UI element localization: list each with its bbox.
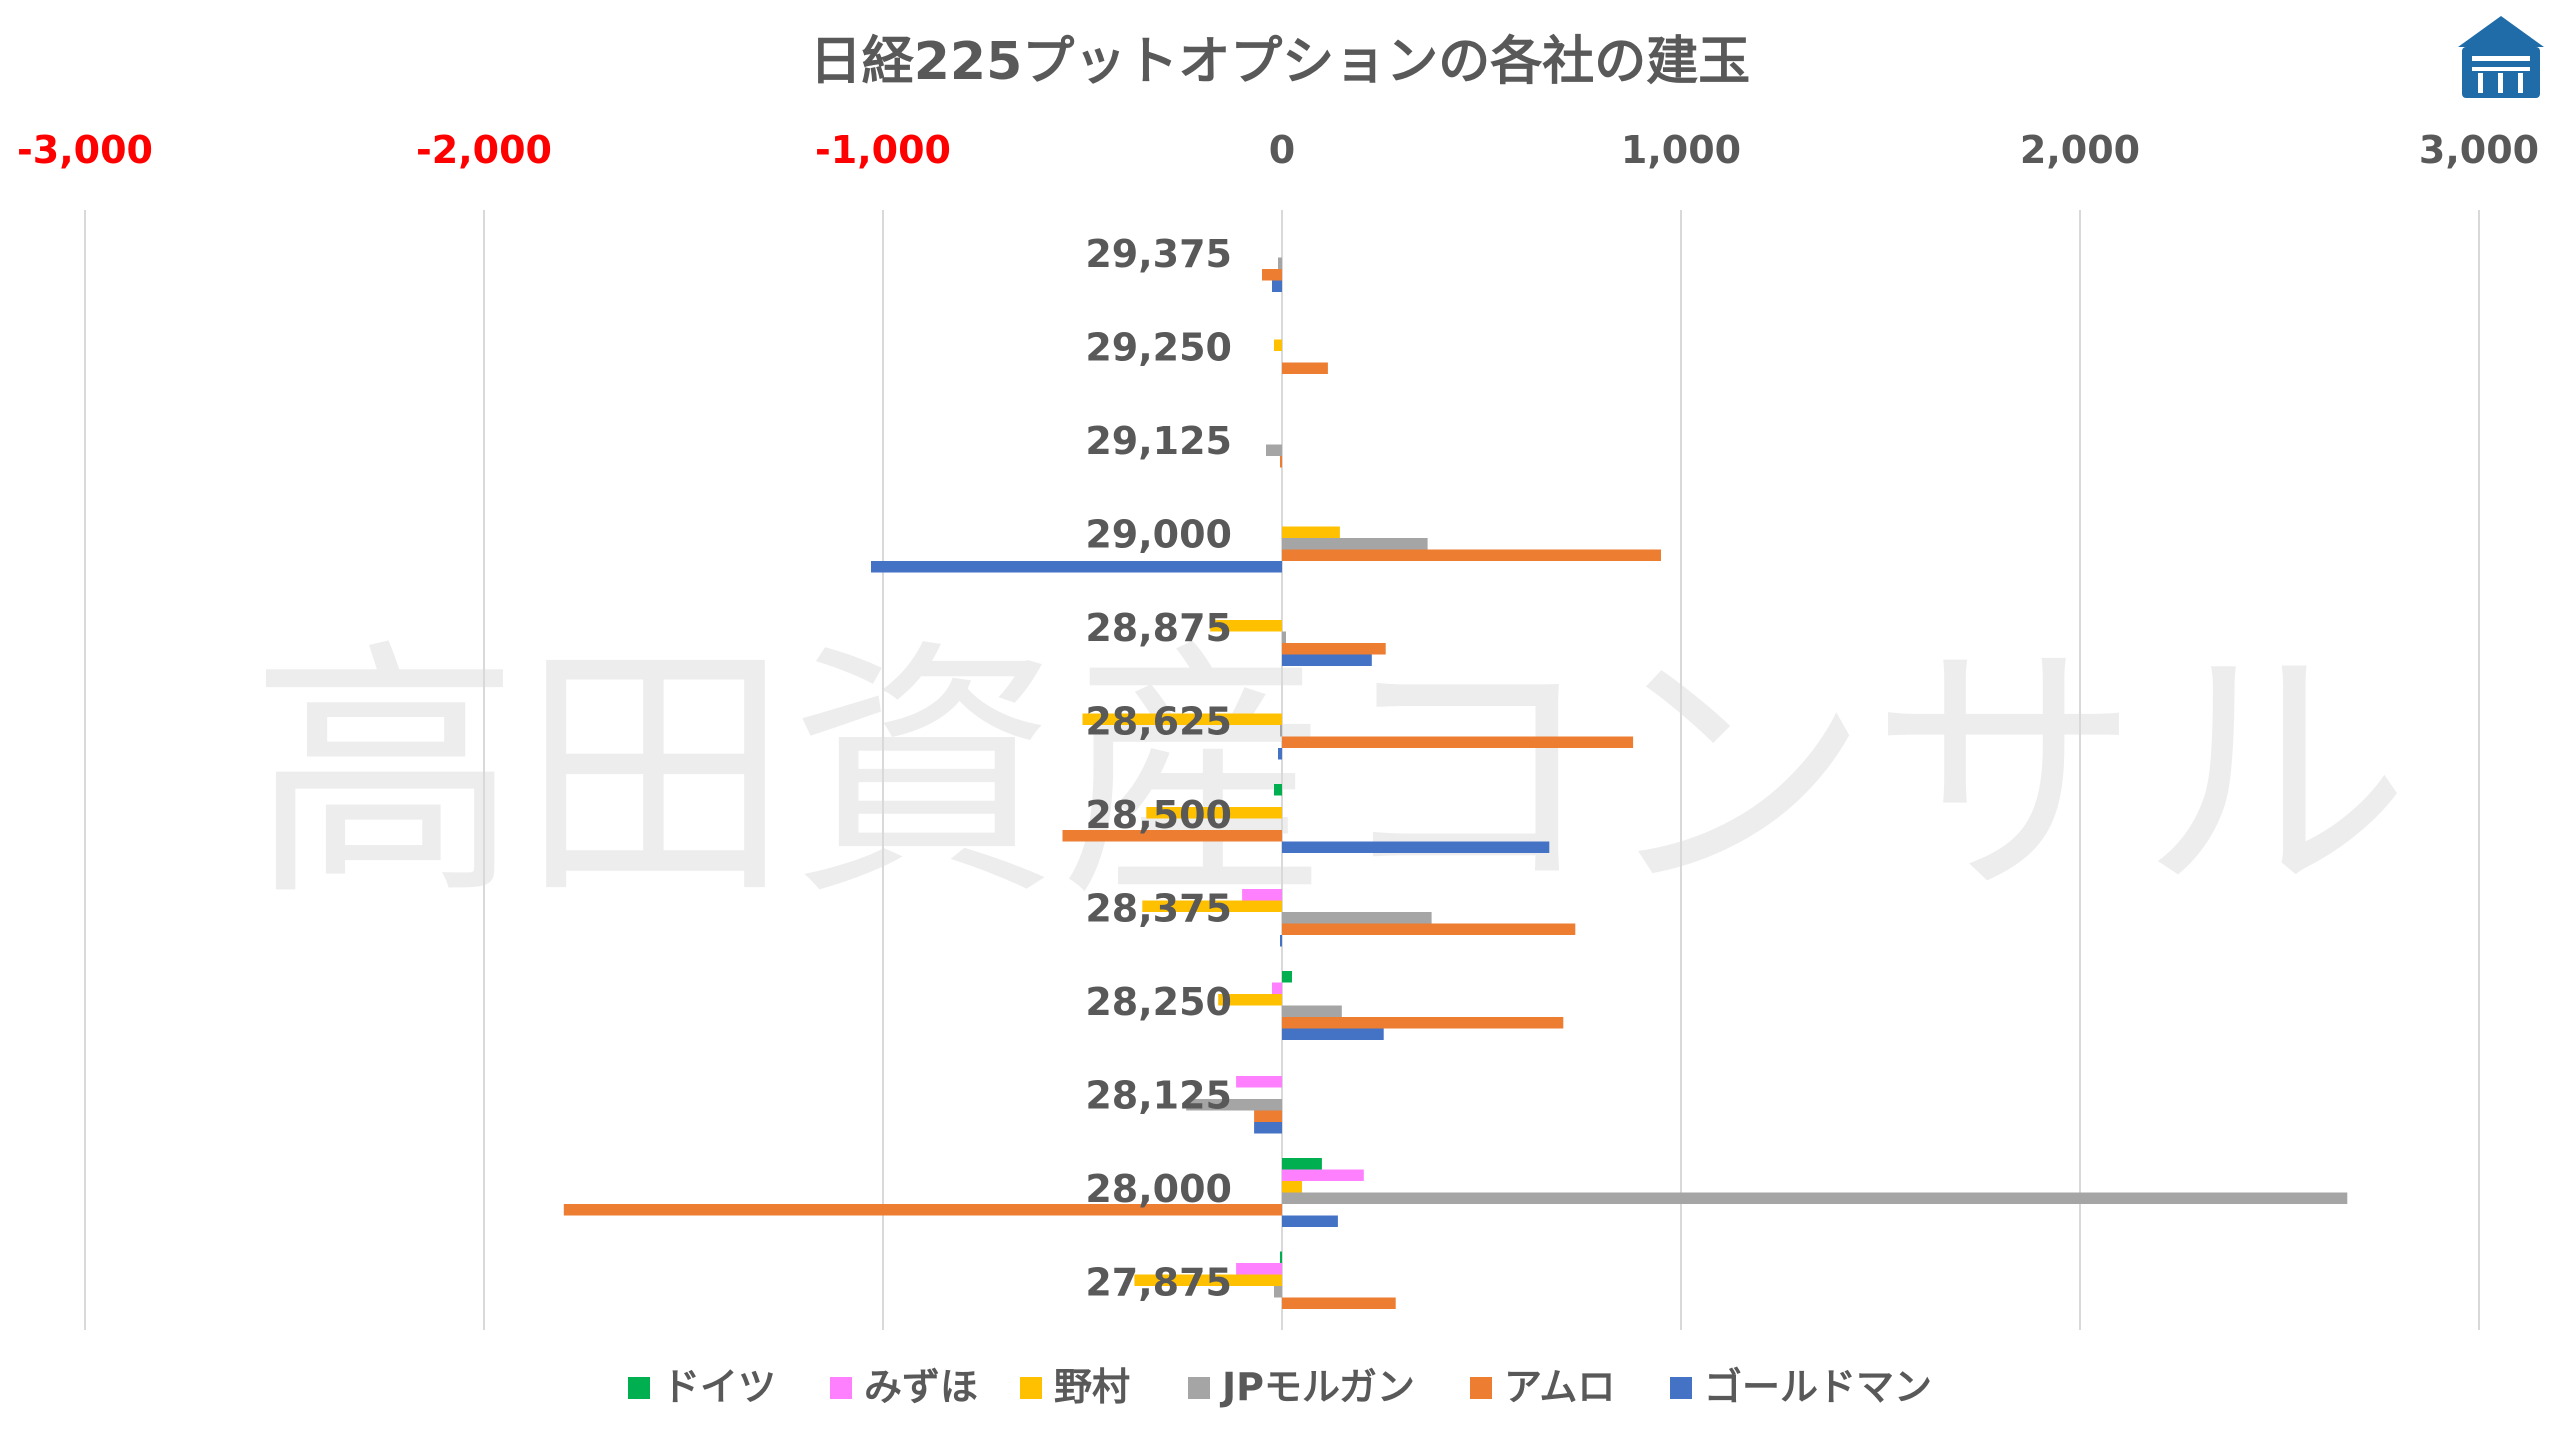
bar (1082, 713, 1282, 725)
bar (1278, 257, 1282, 269)
bar (1282, 1017, 1564, 1029)
bar (1282, 1297, 1396, 1309)
bar (1242, 889, 1282, 901)
bar (1272, 982, 1282, 994)
bar (1280, 1251, 1282, 1263)
legend-label: アムロ (1504, 1365, 1615, 1409)
bar (1282, 631, 1286, 643)
bar (1266, 444, 1282, 456)
bar (1282, 923, 1576, 935)
legend-swatch (1470, 1377, 1492, 1399)
category-labels: 29,375 29,250 29,125 29,000 28,875 28,625 28,5… (1085, 232, 1232, 1305)
bar (1272, 280, 1282, 292)
bar (1282, 362, 1328, 374)
legend-label: ゴールドマン (1704, 1365, 1932, 1409)
logo-line-mid (2472, 67, 2530, 71)
logo-pillar-left (2478, 73, 2483, 93)
bar (1210, 620, 1282, 632)
bar (1282, 1028, 1384, 1040)
x-tick-label: 2,000 (2020, 128, 2140, 172)
bar (1282, 654, 1372, 666)
bar (1282, 526, 1340, 538)
bar (1282, 1192, 2348, 1204)
logo-pillar-right (2518, 73, 2523, 93)
bar (1280, 456, 1282, 468)
x-tick-label: 0 (1269, 128, 1295, 172)
category-label: 28,500 (1085, 793, 1232, 837)
category-label: 28,250 (1085, 980, 1232, 1024)
bar (871, 561, 1282, 573)
bar (1282, 1181, 1302, 1193)
bar (1142, 900, 1282, 912)
legend: ドイツ みずほ 野村 JPモルガン アムロ ゴールドマン (628, 1365, 1932, 1409)
chart-title: 日経225プットオプションの各社の建玉 (810, 32, 1751, 92)
bar (1062, 830, 1282, 842)
bar (1262, 269, 1282, 281)
legend-swatch (1020, 1377, 1042, 1399)
legend-label: 野村 (1054, 1365, 1130, 1409)
bar (1186, 1099, 1282, 1111)
x-tick-label: 3,000 (2419, 128, 2539, 172)
bar (1280, 725, 1282, 737)
bar (1254, 1110, 1282, 1122)
logo-line-top (2472, 56, 2530, 61)
bar (1282, 736, 1634, 748)
bar (1282, 971, 1292, 983)
bar (1274, 1286, 1282, 1298)
legend-label: JPモルガン (1219, 1365, 1415, 1409)
watermark: 高田資産コンサル (250, 617, 2410, 932)
x-axis-ticks: -3,000 -2,000 -1,000 0 1,000 2,000 3,000 (17, 128, 2539, 172)
bar (1282, 538, 1428, 550)
bar (1282, 1158, 1322, 1170)
category-label: 28,875 (1085, 606, 1232, 650)
category-label: 28,125 (1085, 1074, 1232, 1118)
legend-swatch (1188, 1377, 1210, 1399)
bar (1274, 339, 1282, 351)
bar (1280, 935, 1282, 947)
x-tick-label: -2,000 (416, 128, 552, 172)
bar (1134, 1274, 1282, 1286)
bars (563, 257, 2348, 1309)
x-tick-label: 1,000 (1621, 128, 1741, 172)
bar (1282, 1169, 1364, 1181)
bar (1282, 1005, 1342, 1017)
grid-lines (84, 210, 2480, 1330)
bar (1236, 1263, 1282, 1275)
logo-roof (2458, 16, 2544, 47)
bar (1282, 841, 1550, 853)
category-label: 29,125 (1085, 419, 1232, 463)
category-label: 27,875 (1085, 1261, 1232, 1305)
bar (1254, 1122, 1282, 1134)
bar (1218, 994, 1282, 1006)
legend-label: ドイツ (662, 1365, 776, 1409)
x-tick-label: -1,000 (815, 128, 951, 172)
legend-swatch (1670, 1377, 1692, 1399)
bar (1282, 549, 1661, 561)
bar (1278, 748, 1282, 760)
legend-swatch (628, 1377, 650, 1399)
building-logo-icon (2458, 16, 2544, 98)
bar (1146, 807, 1282, 819)
category-label: 29,250 (1085, 326, 1232, 370)
bar (1282, 643, 1386, 655)
category-label: 28,000 (1085, 1167, 1232, 1211)
category-label: 29,000 (1085, 513, 1232, 557)
legend-swatch (830, 1377, 852, 1399)
bar (1282, 912, 1432, 924)
legend-label: みずほ (864, 1365, 978, 1409)
logo-pillar-center (2498, 73, 2503, 93)
category-label: 28,625 (1085, 700, 1232, 744)
category-label: 29,375 (1085, 232, 1232, 276)
bar (1236, 1076, 1282, 1088)
bar (563, 1204, 1282, 1216)
bar (1274, 784, 1282, 796)
bar (1282, 1215, 1338, 1227)
x-tick-label: -3,000 (17, 128, 153, 172)
category-label: 28,375 (1085, 887, 1232, 931)
